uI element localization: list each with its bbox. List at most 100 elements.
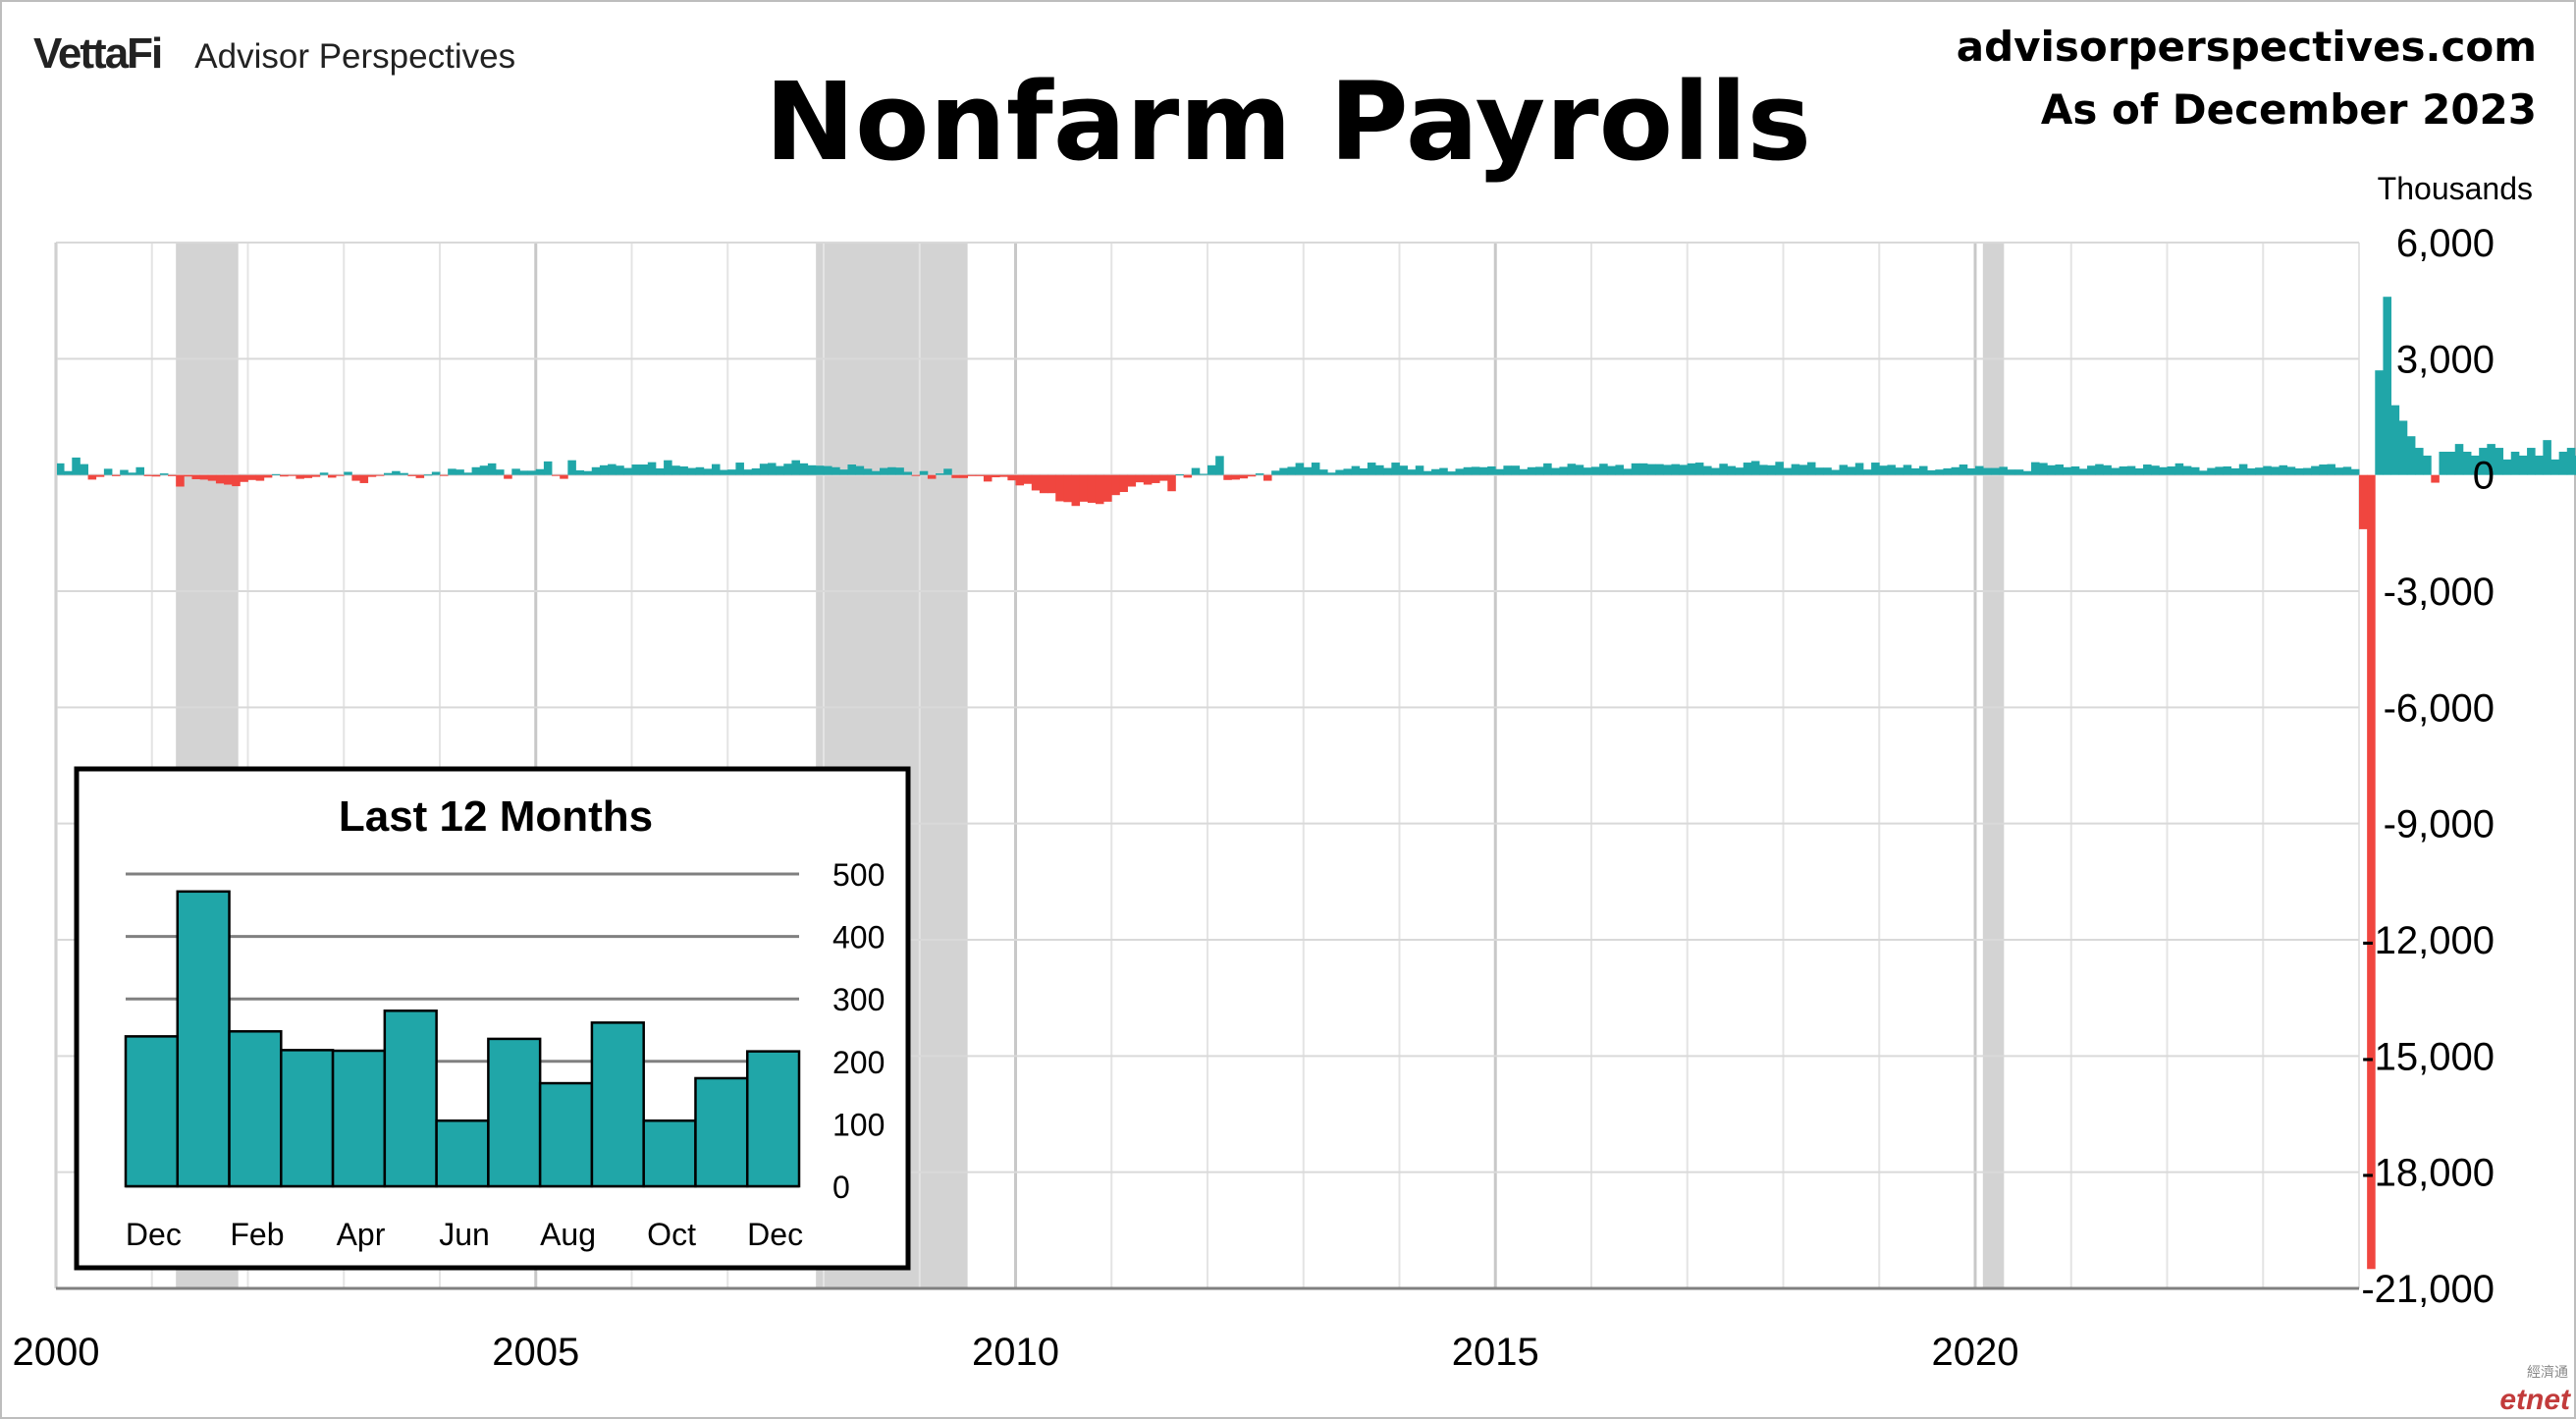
payroll-bar [1935, 469, 1944, 475]
payroll-bar [2039, 463, 2048, 475]
payroll-bar [1759, 464, 1768, 475]
payroll-bar [1679, 464, 1689, 475]
y-tick-label: -12,000 [2361, 919, 2495, 962]
payroll-bar [2390, 405, 2400, 475]
payroll-bar [184, 474, 192, 477]
payroll-bar [2406, 436, 2416, 475]
y-tick-label: -18,000 [2361, 1152, 2495, 1195]
payroll-bar [2151, 465, 2160, 475]
payroll-bar [1951, 466, 1960, 475]
payroll-bar [295, 474, 304, 479]
payroll-bar [2111, 467, 2120, 475]
payroll-bar [631, 464, 641, 475]
inset-bar [435, 1119, 490, 1188]
inset-y-tick-label: 0 [832, 1170, 850, 1205]
payroll-bar [1854, 463, 1864, 475]
payroll-bar [655, 467, 665, 475]
payroll-bar [2119, 465, 2128, 475]
payroll-bar [511, 468, 520, 475]
payroll-bar [1071, 474, 1081, 507]
y-tick-label: -21,000 [2361, 1268, 2495, 1311]
payroll-bar [1103, 474, 1112, 502]
payroll-bar [1478, 466, 1488, 475]
inset-y-tick-label: 500 [832, 857, 885, 893]
payroll-bar [327, 474, 337, 478]
payroll-bar [983, 474, 993, 482]
payroll-bar [1383, 467, 1392, 475]
payroll-bar [135, 466, 145, 475]
inset-y-tick-label: 300 [832, 982, 885, 1017]
x-tick-label: 2020 [1932, 1331, 2019, 1374]
watermark-small: 經濟通 [2527, 1364, 2568, 1380]
y-tick-label: -9,000 [2384, 803, 2495, 846]
payroll-bar [664, 460, 672, 475]
payroll-bar [824, 465, 832, 475]
payroll-bar [1495, 468, 1504, 475]
payroll-bar [2423, 455, 2432, 475]
payroll-bar [471, 466, 481, 475]
payroll-bar [1263, 474, 1272, 481]
payroll-bar [120, 469, 129, 475]
inset-x-tick-label: Oct [647, 1217, 696, 1252]
payroll-bar [207, 474, 217, 481]
payroll-bar [336, 474, 345, 476]
watermark-text: etnet [2499, 1384, 2570, 1416]
payroll-bar [2502, 459, 2512, 475]
payroll-bar [567, 460, 576, 475]
payroll-bar [1143, 474, 1153, 485]
payroll-bar [80, 464, 88, 475]
payroll-bar [1247, 474, 1257, 477]
payroll-bar [383, 472, 393, 475]
payroll-bar [647, 462, 657, 475]
payroll-bar [2535, 455, 2544, 475]
y-tick-label: 3,000 [2396, 338, 2495, 381]
payroll-bar [2431, 474, 2440, 483]
inset-y-tick-labels: 500 400 300 200 100 0 [832, 857, 885, 1205]
payroll-bar [255, 474, 265, 481]
payroll-bar [783, 464, 792, 475]
payroll-bar [407, 474, 416, 476]
inset-bar [487, 1037, 542, 1188]
payroll-bar [959, 474, 969, 478]
payroll-bar [1415, 465, 1424, 475]
payroll-bar [2383, 297, 2391, 475]
payroll-bar [1279, 467, 1288, 475]
payroll-bar [456, 469, 464, 475]
payroll-bar [519, 470, 529, 475]
payroll-bar [839, 469, 848, 475]
payroll-bar [1375, 464, 1384, 475]
site-info: advisorperspectives.com As of December 2… [1957, 16, 2537, 141]
payroll-bar [1798, 464, 1808, 475]
payroll-bar [1519, 468, 1529, 475]
payroll-bar [400, 472, 408, 475]
payroll-bar [224, 474, 233, 485]
payroll-bar [1359, 467, 1368, 475]
payroll-bar [1567, 464, 1577, 475]
payroll-bar [240, 474, 248, 482]
x-tick-label: 2010 [972, 1331, 1059, 1374]
payroll-bar [1023, 474, 1033, 484]
payroll-bar [303, 474, 313, 478]
payroll-bar [743, 469, 753, 475]
payroll-bar [2063, 466, 2072, 475]
payroll-bar [1463, 466, 1473, 475]
payroll-bar [1831, 469, 1840, 475]
payroll-bar [496, 469, 505, 475]
payroll-bar [1999, 466, 2008, 475]
payroll-bar [1775, 462, 1784, 475]
payroll-bar [608, 464, 617, 475]
payroll-bar [847, 464, 856, 475]
payroll-bar [616, 465, 624, 475]
payroll-bar [1343, 468, 1353, 475]
payroll-bar [975, 474, 985, 476]
payroll-bar [1631, 463, 1640, 475]
payroll-bar [2462, 452, 2472, 475]
payroll-bar [2294, 467, 2304, 475]
payroll-bar [191, 474, 201, 480]
payroll-bar [767, 463, 777, 475]
as-of-date: As of December 2023 [2040, 85, 2537, 134]
payroll-bar [2207, 467, 2216, 475]
payroll-bar [351, 474, 360, 481]
payroll-bar [687, 467, 697, 475]
payroll-bar [1431, 468, 1440, 475]
